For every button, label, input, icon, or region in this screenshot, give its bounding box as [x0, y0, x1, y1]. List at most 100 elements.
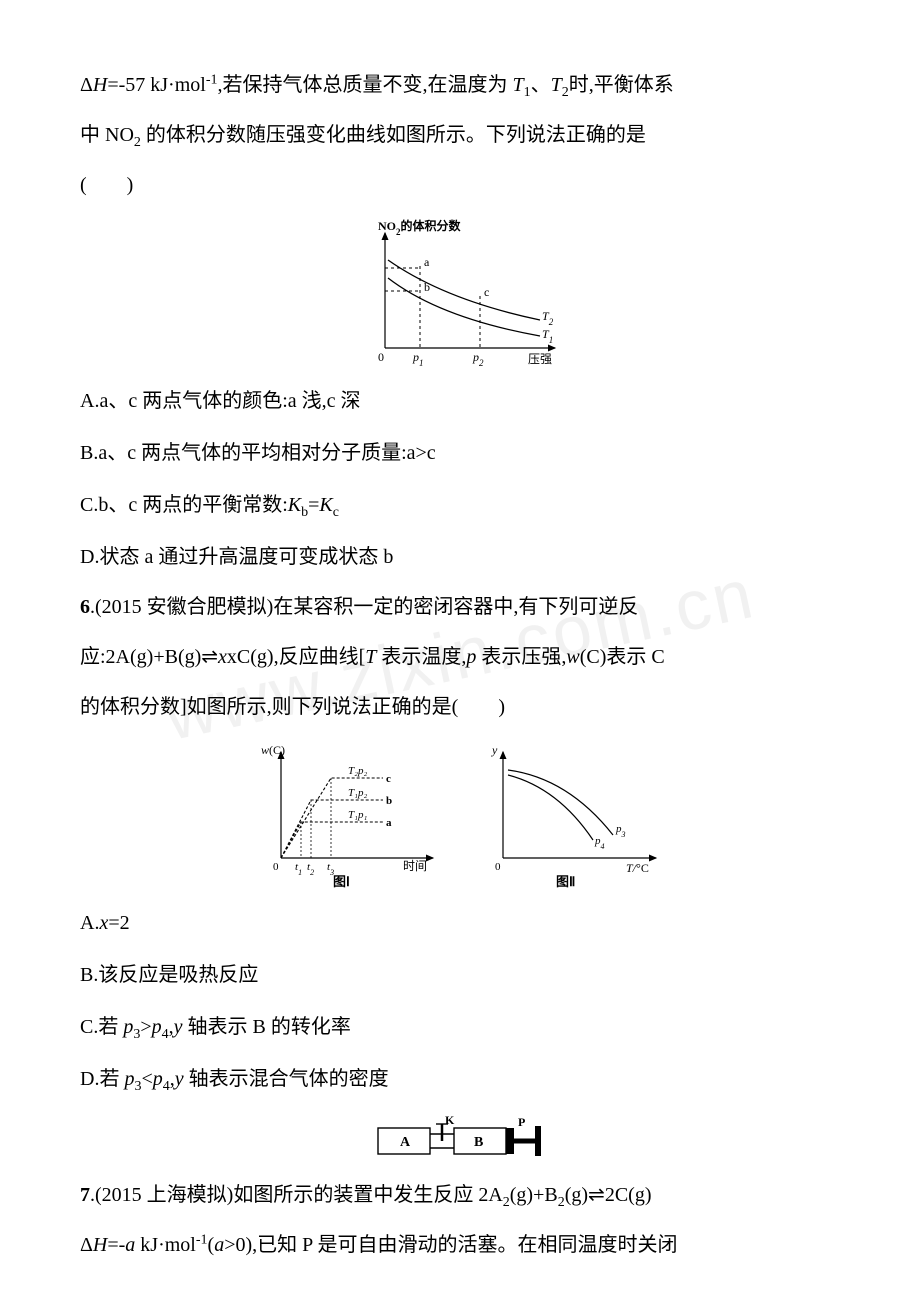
q5-opt-d: D.状态 a 通过升高温度可变成状态 b	[80, 532, 840, 582]
xlabel: 压强	[528, 352, 552, 366]
q6-line1: 6.(2015 安徽合肥模拟)在某容积一定的密闭容器中,有下列可逆反	[80, 582, 840, 632]
t: 的体积分数随压强变化曲线如图所示。下列说法正确的是	[141, 124, 646, 146]
fig3-svg: A K B P	[370, 1116, 550, 1160]
eq-icon: ⇌	[588, 1184, 605, 1206]
h: H	[93, 74, 107, 96]
figure-2: c b a T₂p₂ T₁p₂ T₁p₁ w(C) 0 t1 t2 t3 时间 …	[80, 740, 840, 890]
k: K	[319, 494, 332, 516]
t: 、	[531, 74, 551, 96]
p4: p4	[594, 835, 605, 851]
origin: 0	[378, 350, 384, 364]
exp: -1	[206, 72, 218, 87]
a: a	[125, 1234, 135, 1256]
x: x	[99, 912, 108, 934]
t: 轴表示混合气体的密度	[184, 1068, 389, 1090]
b: B	[474, 1135, 483, 1150]
q5-line3: ( )	[80, 160, 840, 210]
cap: 图Ⅰ	[333, 874, 350, 889]
q7-line2: ΔH=-a kJ·mol-1(a>0),已知 P 是可自由滑动的活塞。在相同温度…	[80, 1220, 840, 1270]
d: Δ	[80, 1234, 93, 1256]
figure-1: a b c T2 T1 0 p1 p2 压强 NO2的体积分数	[80, 218, 840, 368]
la: a	[386, 817, 392, 829]
t1: t1	[295, 861, 302, 877]
t1p1: T₁p₁	[348, 809, 367, 821]
num: 7	[80, 1184, 90, 1206]
pt-c: c	[484, 285, 489, 299]
a: a	[214, 1234, 224, 1256]
t: 表示温度,	[376, 646, 466, 668]
t2: t2	[307, 861, 314, 877]
lt: <	[141, 1068, 152, 1090]
w: w	[566, 646, 579, 668]
or: 0	[495, 861, 501, 873]
or: 0	[273, 861, 279, 873]
t: C.b、c 两点的平衡常数:	[80, 494, 288, 516]
t: 2C(g)	[605, 1184, 652, 1206]
p3: p3	[615, 823, 626, 839]
t: 应:2A(g)+B(g)	[80, 646, 201, 668]
q5-line2: 中 NO2 的体积分数随压强变化曲线如图所示。下列说法正确的是	[80, 110, 840, 160]
t: ( )	[80, 174, 133, 196]
t: 表示压强,	[476, 646, 566, 668]
y: y	[175, 1068, 184, 1090]
s: 2	[503, 1195, 510, 1210]
fig2-left: c b a T₂p₂ T₁p₂ T₁p₁ w(C) 0 t1 t2 t3 时间 …	[253, 740, 448, 890]
q6-opt-d: D.若 p3<p4,y 轴表示混合气体的密度	[80, 1054, 840, 1104]
lc: c	[386, 773, 391, 785]
t: (g)	[565, 1184, 588, 1206]
s: c	[333, 505, 339, 520]
ylabel: NO2的体积分数	[378, 218, 462, 237]
t: D.若	[80, 1068, 124, 1090]
q5-opt-a: A.a、c 两点气体的颜色:a 浅,c 深	[80, 376, 840, 426]
t2: T2	[542, 309, 554, 327]
k: K	[288, 494, 301, 516]
q6-line3: 的体积分数]如图所示,则下列说法正确的是( )	[80, 682, 840, 732]
fig2-right: p3 p4 y 0 T/°C 图Ⅱ	[478, 740, 668, 890]
q6-opt-c: C.若 p3>p4,y 轴表示 B 的转化率	[80, 1002, 840, 1052]
p: p	[124, 1068, 134, 1090]
p1: p1	[412, 350, 424, 368]
t: 时,平衡体系	[569, 74, 674, 96]
t2: T	[551, 74, 562, 96]
q5-opt-b: B.a、c 两点气体的平均相对分子质量:a>c	[80, 428, 840, 478]
t: ,若保持气体总质量不变,在温度为	[218, 74, 513, 96]
num: 6	[80, 596, 90, 618]
q5-opt-c: C.b、c 两点的平衡常数:Kb=Kc	[80, 480, 840, 530]
T: T	[365, 646, 376, 668]
t: >0),已知 P 是可自由滑动的活塞。在相同温度时关闭	[224, 1234, 677, 1256]
xl: 时间	[403, 859, 427, 873]
p: P	[518, 1116, 525, 1129]
t1: T1	[542, 327, 553, 345]
t1p2: T₁p₂	[348, 787, 367, 799]
p2: p2	[472, 350, 484, 368]
q6-line2: 应:2A(g)+B(g)⇌xxC(g),反应曲线[T 表示温度,p 表示压强,w…	[80, 632, 840, 682]
t: xC(g),反应曲线[	[227, 646, 365, 668]
t: =2	[108, 912, 129, 934]
p: p	[466, 646, 476, 668]
q6-opt-b: B.该反应是吸热反应	[80, 950, 840, 1000]
pt-b: b	[424, 280, 430, 294]
a: A	[400, 1135, 411, 1150]
t: .(2015 安徽合肥模拟)在某容积一定的密闭容器中,有下列可逆反	[90, 596, 638, 618]
t1: T	[513, 74, 524, 96]
lb: b	[386, 795, 392, 807]
yl: w(C)	[261, 743, 285, 757]
s: 1	[524, 85, 531, 100]
q5-line1: ΔH=-57 kJ·mol-1,若保持气体总质量不变,在温度为 T1、T2时,平…	[80, 60, 840, 110]
t: (g)+B	[510, 1184, 558, 1206]
pt-a: a	[424, 255, 430, 269]
q6-opt-a: A.x=2	[80, 898, 840, 948]
page-content: ΔH=-57 kJ·mol-1,若保持气体总质量不变,在温度为 T1、T2时,平…	[80, 60, 840, 1270]
fig1-svg: a b c T2 T1 0 p1 p2 压强 NO2的体积分数	[350, 218, 570, 368]
t: A.	[80, 912, 99, 934]
s: 2	[562, 85, 569, 100]
t: (C)表示 C	[580, 646, 665, 668]
figure-3: A K B P	[80, 1112, 840, 1162]
s: 2	[134, 135, 141, 150]
yl: y	[491, 743, 498, 757]
p: p	[152, 1016, 162, 1038]
q7-line1: 7.(2015 上海模拟)如图所示的装置中发生反应 2A2(g)+B2(g)⇌2…	[80, 1170, 840, 1220]
t: C.若	[80, 1016, 123, 1038]
h: H	[93, 1234, 107, 1256]
exp: -1	[196, 1232, 208, 1247]
